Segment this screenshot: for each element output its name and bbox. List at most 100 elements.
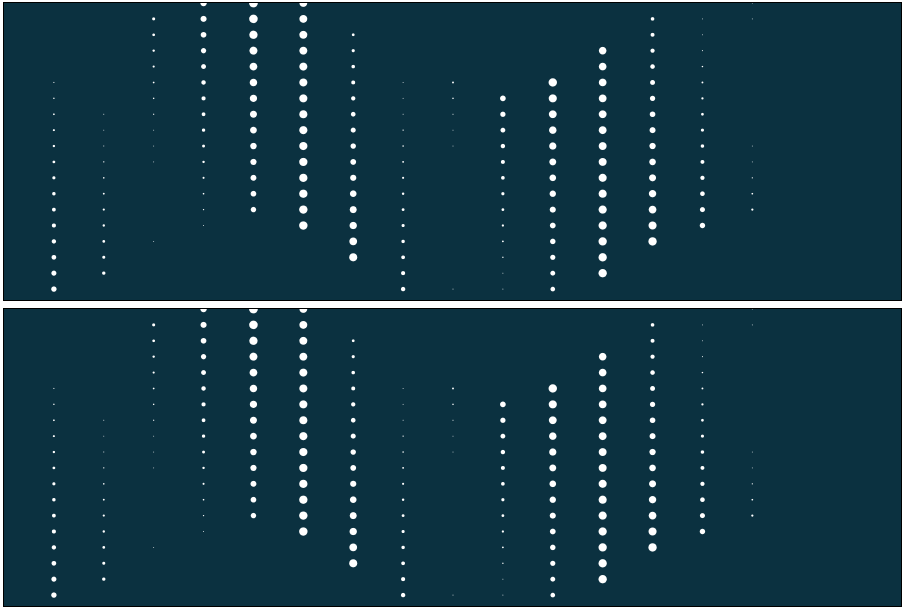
dot-top: [51, 254, 57, 260]
dot-bottom: [700, 481, 705, 486]
dot-top: [701, 18, 703, 20]
dot-top: [200, 15, 207, 22]
dot-bottom: [549, 464, 557, 472]
dot-top: [52, 129, 55, 132]
dot-bottom: [202, 466, 205, 470]
dot-top: [598, 237, 607, 246]
dot-bottom: [500, 449, 506, 455]
dot-bottom: [299, 384, 308, 393]
dot-bottom: [53, 403, 55, 406]
dot-bottom: [751, 467, 753, 469]
dot-top: [649, 111, 656, 118]
dot-top: [203, 225, 205, 226]
dot-top: [153, 113, 155, 115]
dot-bottom: [701, 324, 703, 326]
dot-top: [349, 206, 357, 214]
dot-top: [299, 173, 308, 182]
dot-top: [598, 173, 607, 182]
dot-bottom: [51, 545, 57, 550]
dot-bottom: [249, 400, 258, 408]
dot-bottom: [350, 449, 356, 455]
dot-bottom: [648, 511, 657, 520]
dot-top: [249, 3, 258, 8]
dot-top: [401, 223, 405, 228]
panel-background-top: [4, 3, 901, 300]
dot-bottom: [351, 370, 355, 375]
dot-bottom: [250, 448, 257, 456]
dot-bottom: [249, 352, 258, 361]
dot-top: [250, 142, 257, 150]
dot-top: [51, 270, 57, 276]
dot-bottom: [102, 514, 105, 517]
dot-bottom: [598, 448, 607, 456]
dot-bottom: [548, 416, 557, 425]
dot-top: [648, 190, 657, 198]
dot-bottom: [650, 338, 655, 343]
dot-bottom: [598, 416, 607, 425]
dot-top: [701, 34, 703, 36]
dot-top: [299, 110, 308, 119]
dot-pattern-canvas-top: [4, 3, 901, 300]
dot-top: [349, 237, 358, 246]
dot-bottom: [152, 323, 156, 327]
dot-top: [250, 126, 257, 134]
dot-top: [152, 17, 156, 21]
dot-bottom: [349, 496, 357, 503]
dot-top: [701, 50, 703, 52]
dot-top: [249, 30, 258, 39]
dot-top: [52, 160, 56, 164]
dot-top: [250, 190, 257, 197]
dot-bottom: [751, 451, 753, 453]
dot-bottom: [153, 419, 155, 421]
dot-bottom: [202, 482, 205, 485]
dot-top: [350, 174, 357, 181]
dot-top: [51, 286, 57, 292]
dot-bottom: [152, 387, 155, 390]
dot-top: [598, 110, 607, 119]
dot-top: [351, 80, 356, 85]
dot-bottom: [200, 309, 207, 313]
dot-bottom: [250, 432, 257, 440]
dot-bottom: [52, 482, 56, 486]
dot-bottom: [250, 480, 257, 487]
dot-bottom: [299, 479, 308, 488]
dot-bottom: [402, 419, 404, 421]
dot-bottom: [452, 387, 454, 390]
dot-top: [53, 113, 55, 116]
dot-bottom: [201, 434, 206, 438]
dot-top: [701, 112, 704, 116]
dot-bottom: [250, 496, 257, 503]
dot-top: [200, 3, 207, 7]
dot-bottom: [598, 368, 607, 377]
dot-top: [598, 253, 607, 262]
dot-top: [598, 126, 607, 135]
dot-bottom: [103, 451, 105, 453]
dot-bottom: [201, 370, 206, 376]
dot-top: [700, 160, 705, 164]
dot-top: [201, 80, 206, 85]
dot-top: [500, 159, 505, 164]
dot-bottom: [401, 545, 405, 550]
dot-bottom: [598, 495, 607, 504]
dot-bottom: [52, 466, 56, 470]
dot-bottom: [299, 368, 308, 377]
dot-bottom: [152, 403, 155, 406]
dot-bottom: [102, 530, 105, 533]
dot-bottom: [349, 512, 357, 520]
dot-bottom: [152, 371, 155, 374]
dot-top: [350, 159, 357, 165]
dot-bottom: [701, 371, 704, 374]
dot-bottom: [598, 527, 607, 536]
dot-bottom: [102, 577, 106, 581]
dot-top: [500, 143, 506, 149]
dot-bottom: [350, 433, 356, 439]
dot-bottom: [299, 320, 308, 329]
dot-top: [249, 94, 258, 102]
dot-bottom: [103, 483, 105, 485]
dot-top: [701, 65, 704, 68]
dot-bottom: [201, 418, 206, 423]
dot-top: [401, 271, 406, 276]
dot-top: [103, 177, 105, 179]
dot-top: [699, 207, 705, 213]
dot-bottom: [650, 323, 655, 327]
